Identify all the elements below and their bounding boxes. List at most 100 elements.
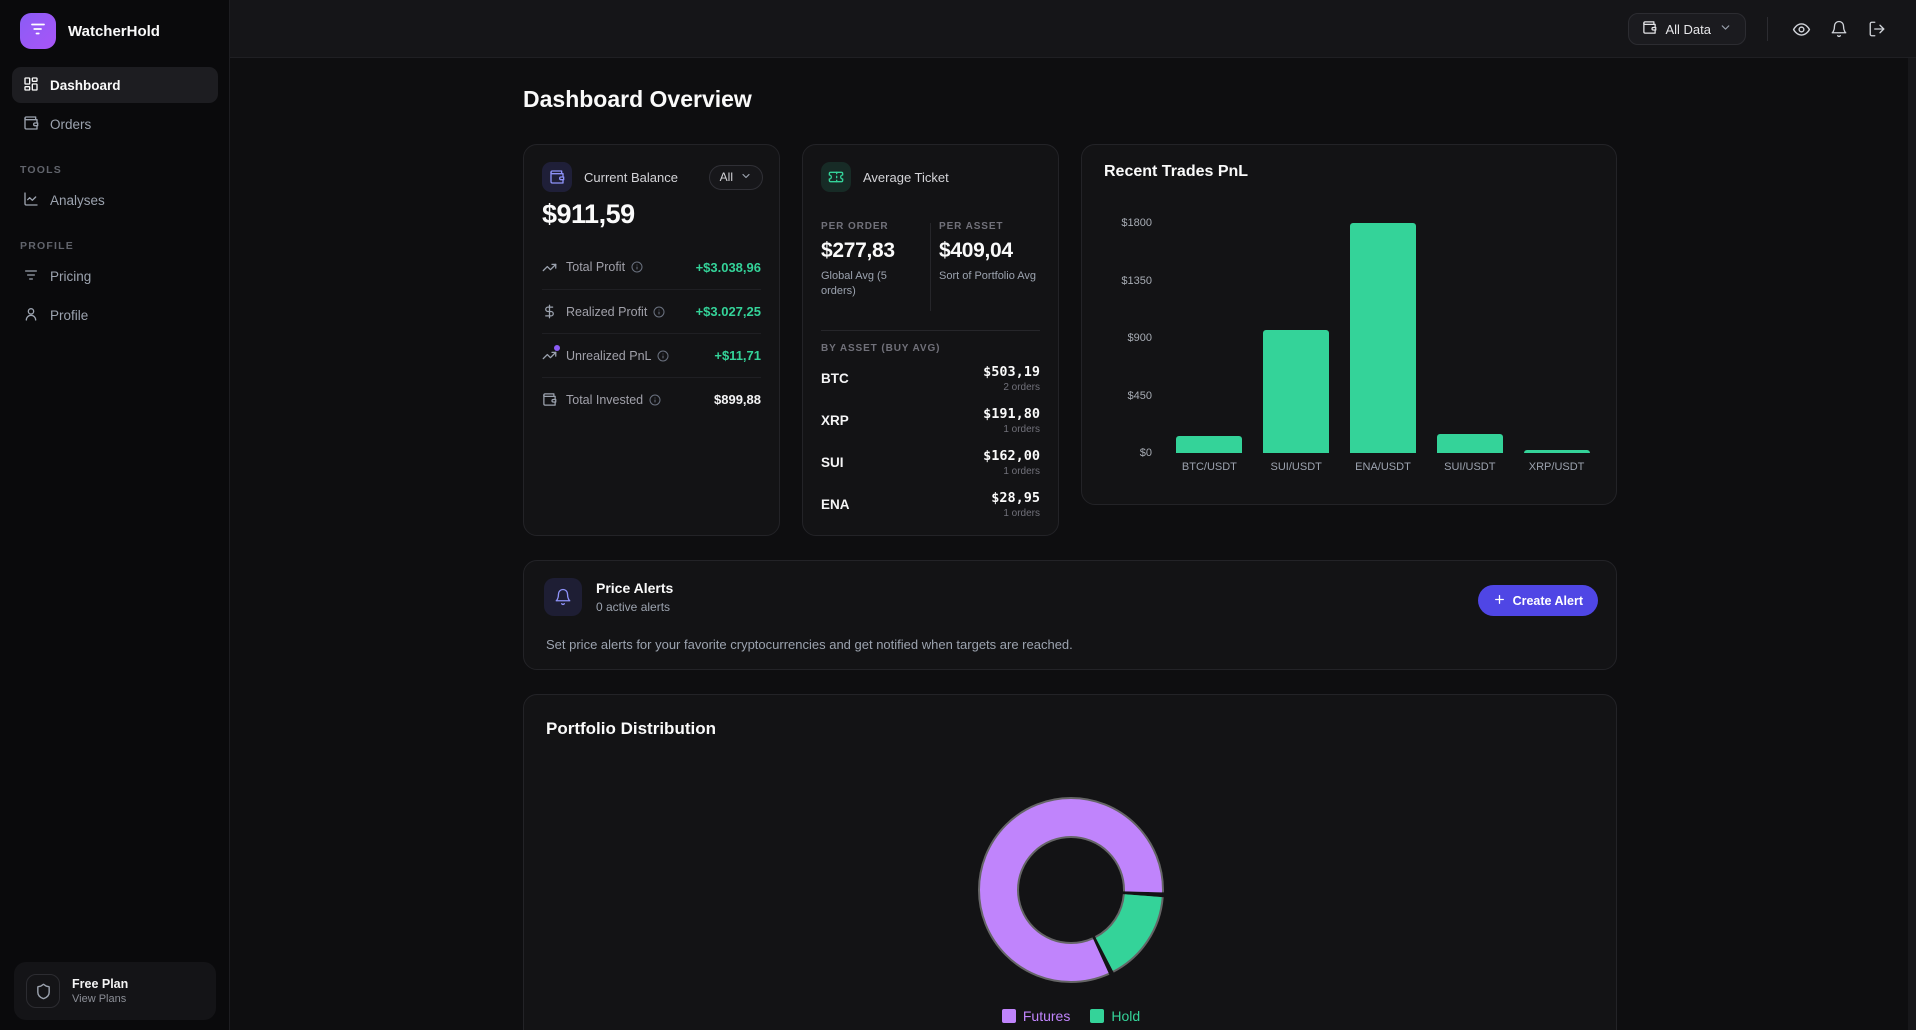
per-order-block: PER ORDER $277,83 Global Avg (5 orders) xyxy=(821,221,924,299)
by-asset-label: BY ASSET (BUY AVG) xyxy=(821,343,941,354)
info-icon[interactable] xyxy=(631,261,643,273)
asset-row-xrp: XRP $191,80 1 orders xyxy=(821,399,1040,441)
sidebar-item-orders[interactable]: Orders xyxy=(12,106,218,142)
y-tick-label: $1350 xyxy=(1121,274,1152,287)
asset-orders: 1 orders xyxy=(1003,423,1040,435)
plus-icon xyxy=(1493,593,1506,609)
layout-grid-icon xyxy=(23,76,39,95)
info-icon[interactable] xyxy=(653,306,665,318)
sidebar: WatcherHold Dashboard Orders TOOLS Analy… xyxy=(0,0,230,1030)
donut-legend: Futures Hold xyxy=(931,1008,1211,1024)
stat-value: $899,88 xyxy=(714,392,761,407)
sidebar-item-pricing[interactable]: Pricing xyxy=(12,258,218,294)
per-order-value: $277,83 xyxy=(821,239,895,262)
sidebar-nav: Dashboard Orders TOOLS Analyses PROFILE … xyxy=(0,64,230,336)
wallet-icon xyxy=(1642,20,1657,38)
create-alert-label: Create Alert xyxy=(1512,593,1583,608)
line-chart-icon xyxy=(23,191,39,210)
bar-xrp-usdt xyxy=(1523,449,1590,453)
legend-label: Futures xyxy=(1022,1008,1071,1024)
asset-row-sui: SUI $162,00 1 orders xyxy=(821,441,1040,483)
bar-column: SUI/USDT xyxy=(1253,223,1340,473)
data-filter-button[interactable]: All Data xyxy=(1628,13,1746,45)
bar-category-label: XRP/USDT xyxy=(1528,461,1585,473)
logout-icon[interactable] xyxy=(1866,18,1888,40)
stat-label: Unrealized PnL xyxy=(566,348,652,363)
asset-symbol: SUI xyxy=(821,454,844,470)
sidebar-item-label: Pricing xyxy=(50,268,92,284)
scrollbar[interactable] xyxy=(1908,58,1916,1030)
per-asset-label: PER ASSET xyxy=(939,221,1004,232)
current-balance-value: $911,59 xyxy=(542,199,635,229)
bar-category-label: SUI/USDT xyxy=(1270,461,1322,473)
wallet-icon xyxy=(542,162,572,192)
stat-row-realized-profit: Realized Profit +$3.027,25 xyxy=(542,289,761,333)
balance-card-title: Current Balance xyxy=(584,169,678,185)
sidebar-item-analyses[interactable]: Analyses xyxy=(12,182,218,218)
y-tick-label: $0 xyxy=(1139,447,1152,459)
bell-icon[interactable] xyxy=(1828,18,1850,40)
bar-column: XRP/USDT xyxy=(1513,223,1600,473)
sidebar-item-label: Analyses xyxy=(50,192,105,208)
stat-row-unrealized-pnl: Unrealized PnL +$11,71 xyxy=(542,333,761,377)
per-order-sub: Global Avg (5 orders) xyxy=(821,270,887,297)
info-icon[interactable] xyxy=(657,350,669,362)
plan-title: Free Plan xyxy=(72,977,129,991)
bar-column: ENA/USDT xyxy=(1340,223,1427,473)
page-title: Dashboard Overview xyxy=(523,86,752,112)
funnel-icon xyxy=(29,20,47,43)
create-alert-button[interactable]: Create Alert xyxy=(1477,585,1598,616)
asset-value: $28,95 xyxy=(991,489,1040,506)
topbar-divider xyxy=(1767,17,1768,41)
price-alerts-description: Set price alerts for your favorite crypt… xyxy=(546,637,1073,652)
asset-orders: 1 orders xyxy=(1003,507,1040,519)
legend-swatch xyxy=(1090,1009,1105,1023)
donut-segment-futures xyxy=(980,799,1162,981)
asset-symbol: ENA xyxy=(821,496,850,512)
sidebar-item-label: Dashboard xyxy=(50,77,121,93)
balance-period-select[interactable]: All xyxy=(708,164,763,190)
asset-value: $503,19 xyxy=(983,363,1040,380)
sidebar-section-tools: TOOLS xyxy=(20,164,62,176)
eye-icon[interactable] xyxy=(1790,18,1812,40)
stat-value: +$11,71 xyxy=(714,348,761,363)
topbar: All Data xyxy=(230,0,1916,58)
brand-logo xyxy=(20,13,56,49)
bar-sui-usdt xyxy=(1436,433,1503,453)
legend-item-hold[interactable]: Hold xyxy=(1090,1008,1140,1024)
portfolio-distribution-card: Portfolio Distribution Futures Hold xyxy=(523,694,1617,1030)
asset-row-btc: BTC $503,19 2 orders xyxy=(821,357,1040,399)
asset-symbol: XRP xyxy=(821,412,849,428)
legend-item-futures[interactable]: Futures xyxy=(1001,1008,1071,1024)
donut-chart xyxy=(971,790,1171,990)
ticket-vertical-divider xyxy=(930,223,931,311)
y-tick-label: $450 xyxy=(1127,389,1152,402)
bar-sui-usdt xyxy=(1263,330,1330,453)
per-asset-value: $409,04 xyxy=(939,239,1013,262)
ticket-horizontal-divider xyxy=(821,330,1040,331)
sidebar-item-dashboard[interactable]: Dashboard xyxy=(12,67,218,103)
price-alerts-title: Price Alerts xyxy=(596,580,674,596)
sidebar-item-profile[interactable]: Profile xyxy=(12,297,218,333)
legend-label: Hold xyxy=(1111,1008,1141,1024)
info-icon[interactable] xyxy=(649,394,661,406)
chevron-down-icon xyxy=(1719,21,1732,37)
view-plans-link[interactable]: View Plans xyxy=(72,993,127,1005)
recent-trades-pnl-card: Recent Trades PnL $1800 $1350 $900 $450 $0 B… xyxy=(1081,144,1617,505)
asset-orders: 2 orders xyxy=(1003,381,1040,393)
wallet-icon xyxy=(23,115,39,134)
average-ticket-card: Average Ticket PER ORDER $277,83 Global … xyxy=(802,144,1059,536)
asset-orders: 1 orders xyxy=(1003,465,1040,477)
stat-label: Total Profit xyxy=(566,260,626,274)
ticket-icon xyxy=(821,162,851,192)
bar-ena-usdt xyxy=(1349,223,1416,453)
price-alerts-card: Price Alerts 0 active alerts Set price a… xyxy=(523,560,1617,670)
asset-symbol: BTC xyxy=(821,370,849,386)
plan-card[interactable]: Free Plan View Plans xyxy=(14,962,216,1020)
sidebar-item-label: Profile xyxy=(50,307,89,323)
stat-value: +$3.038,96 xyxy=(695,259,761,275)
bar-category-label: BTC/USDT xyxy=(1181,461,1237,473)
trending-up-dot-icon xyxy=(542,345,560,363)
bar-btc-usdt xyxy=(1176,436,1243,453)
trending-up-icon xyxy=(542,260,557,275)
